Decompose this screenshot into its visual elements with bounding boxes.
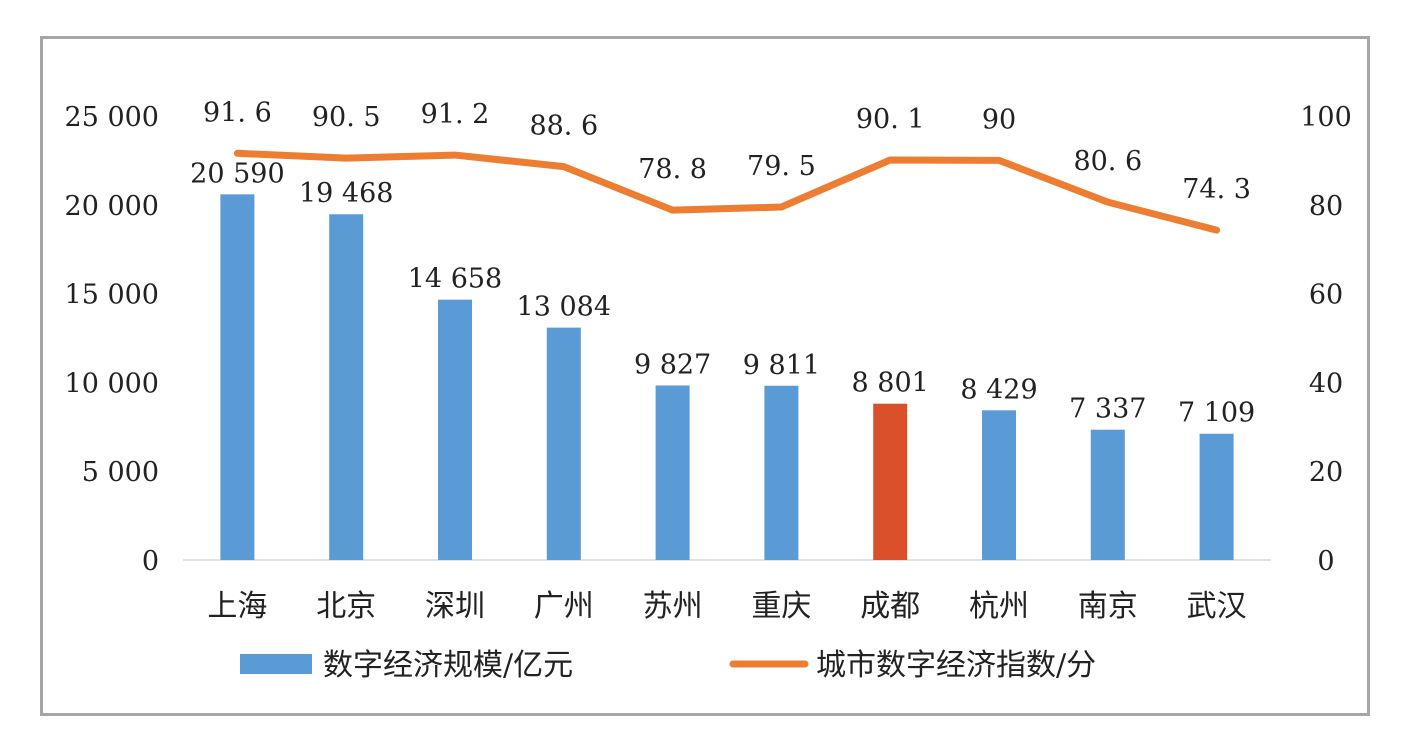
x-tick-label: 苏州 (643, 589, 703, 624)
y-left-tick-label: 25 000 (65, 102, 159, 133)
index-point (780, 206, 782, 208)
bar (873, 403, 908, 560)
bar (1090, 429, 1125, 560)
y-left-tick-label: 20 000 (65, 191, 159, 222)
bar-value-label: 13 084 (517, 292, 611, 323)
index-line (233, 149, 1221, 234)
y-left-tick-label: 10 000 (65, 368, 159, 399)
bar (438, 299, 472, 560)
bar (329, 214, 364, 560)
index-point (998, 159, 1000, 161)
index-value-label: 91. 6 (203, 97, 272, 128)
index-value-label: 88. 6 (529, 111, 598, 142)
y-left-tick-label: 5 000 (82, 457, 159, 488)
legend-bar-swatch (240, 654, 312, 674)
index-point (345, 157, 347, 159)
y-right-tick-label: 60 (1309, 280, 1343, 311)
bar-value-label: 9 827 (634, 349, 711, 380)
y-left-tick-label: 0 (142, 546, 159, 577)
legend-bar-label: 数字经济规模/亿元 (323, 648, 573, 683)
bar (982, 410, 1016, 560)
index-value-label: 79. 5 (747, 151, 816, 182)
index-value-label: 78. 8 (638, 154, 707, 185)
bar-value-label: 8 429 (960, 374, 1037, 405)
bar-value-label: 9 811 (743, 350, 820, 381)
combo-chart: 0 5 000 10 000 15 000 20 000 25 000 0 20 40 60 80 1… (65, 97, 1352, 683)
bar (1199, 433, 1234, 560)
x-tick-label: 深圳 (425, 589, 485, 624)
bar-value-label: 7 109 (1178, 398, 1255, 429)
bar (220, 194, 255, 560)
index-point (454, 154, 456, 156)
y-left-tick-label: 15 000 (65, 280, 159, 311)
x-tick-label: 杭州 (969, 589, 1029, 624)
legend-line-label: 城市数字经济指数/分 (816, 648, 1096, 683)
bar-value-label: 14 658 (408, 264, 502, 295)
index-value-label: 74. 3 (1182, 174, 1251, 205)
bar-value-label: 7 337 (1069, 394, 1146, 425)
x-tick-label: 重庆 (751, 589, 811, 624)
y-right-tick-label: 80 (1309, 191, 1343, 222)
x-tick-label: 北京 (316, 589, 376, 624)
bar (546, 327, 581, 560)
bar-value-label: 8 801 (852, 368, 929, 399)
index-value-label: 90. 5 (312, 102, 381, 133)
y-right-tick-label: 100 (1300, 102, 1352, 133)
index-point (1107, 201, 1109, 203)
y-right-tick-label: 0 (1317, 546, 1334, 577)
bar (764, 385, 799, 560)
x-tick-label: 武汉 (1187, 589, 1247, 624)
y-right-tick-label: 20 (1309, 457, 1343, 488)
index-point (672, 209, 674, 211)
chart-frame: 0 5 000 10 000 15 000 20 000 25 000 0 20 40 60 80 1… (40, 36, 1370, 716)
index-point (236, 152, 238, 154)
x-tick-label: 南京 (1078, 589, 1138, 624)
x-tick-label: 成都 (860, 589, 920, 624)
index-value-label: 80. 6 (1073, 146, 1142, 177)
bar-value-label: 19 468 (299, 178, 393, 209)
index-point (1216, 229, 1218, 231)
bar-value-label: 20 590 (190, 158, 284, 189)
x-tick-label: 上海 (207, 589, 267, 624)
y-right-tick-label: 40 (1309, 368, 1343, 399)
bar (655, 385, 690, 560)
index-point (563, 166, 565, 168)
index-value-label: 91. 2 (421, 99, 490, 130)
x-tick-label: 广州 (534, 589, 594, 624)
index-value-label: 90 (982, 104, 1016, 135)
index-value-label: 90. 1 (856, 104, 925, 135)
index-point (889, 159, 891, 161)
